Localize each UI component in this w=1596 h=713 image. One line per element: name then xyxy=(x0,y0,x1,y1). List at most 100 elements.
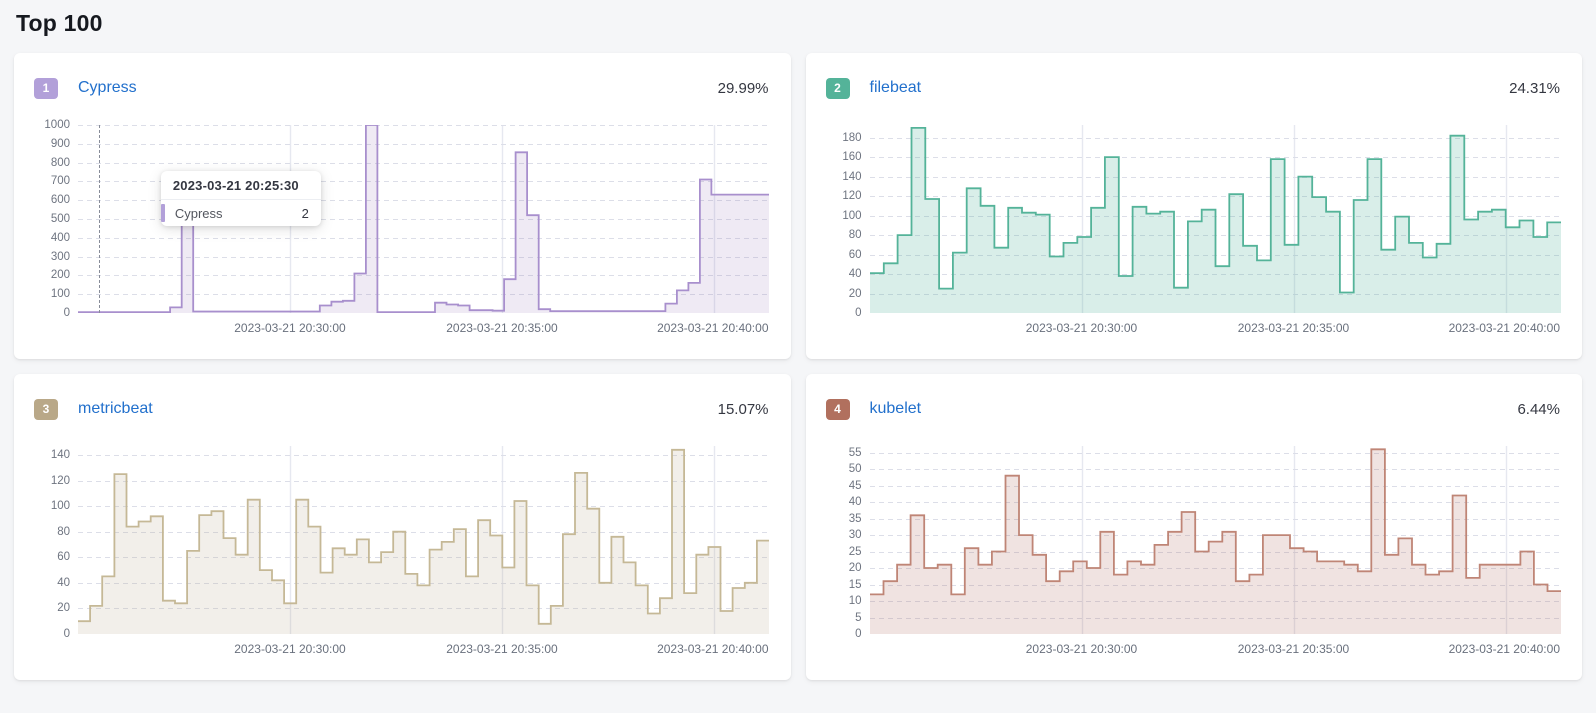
chart-plot-area[interactable] xyxy=(869,125,1561,313)
x-tick-label: 2023-03-21 20:40:00 xyxy=(1448,642,1560,656)
x-axis-labels: 2023-03-21 20:30:00 2023-03-21 20:35:00 20… xyxy=(78,634,769,660)
y-tick-label: 50 xyxy=(848,463,862,476)
y-tick-label: 60 xyxy=(57,551,70,564)
chart-plot-area[interactable]: 2023-03-21 20:25:30 Cypress 2 xyxy=(78,125,769,313)
y-tick-label: 100 xyxy=(842,209,862,222)
x-axis-labels: 2023-03-21 20:30:00 2023-03-21 20:35:00 20… xyxy=(870,313,1560,339)
area-chart-svg xyxy=(78,446,769,634)
percent-value: 6.44% xyxy=(1517,400,1560,418)
y-tick-label: 0 xyxy=(63,307,70,319)
y-tick-label: 160 xyxy=(842,151,862,164)
page-title: Top 100 xyxy=(16,10,103,36)
y-tick-label: 100 xyxy=(50,500,70,513)
x-tick-label: 2023-03-21 20:40:00 xyxy=(1448,321,1560,335)
y-tick-label: 20 xyxy=(848,287,862,300)
area-series-line xyxy=(869,448,1561,596)
x-tick-label: 2023-03-21 20:30:00 xyxy=(1025,321,1138,335)
y-tick-label: 40 xyxy=(848,496,862,509)
metric-card: 3 metricbeat 15.07% 0 20 40 60 80 100 120 140 2… xyxy=(14,374,791,680)
area-series-line xyxy=(78,125,769,313)
y-tick-label: 140 xyxy=(50,448,70,461)
tooltip-series-swatch xyxy=(160,204,165,222)
y-tick-label: 5 xyxy=(855,611,862,624)
card-header: 4 kubelet 6.44% xyxy=(825,396,1560,422)
y-tick-label: 15 xyxy=(848,578,862,591)
y-tick-label: 800 xyxy=(50,156,70,169)
metric-card: 4 kubelet 6.44% 0 5 10 15 20 25 30 35 40 45 50 55 2… xyxy=(805,374,1582,680)
x-tick-label: 2023-03-21 20:30:00 xyxy=(234,321,346,335)
y-tick-label: 600 xyxy=(50,194,70,207)
rank-badge: 1 xyxy=(34,77,58,99)
tooltip-row: Cypress 2 xyxy=(160,200,321,226)
y-tick-label: 45 xyxy=(848,479,862,492)
x-tick-label: 2023-03-21 20:40:00 xyxy=(657,642,769,656)
chart-plot-area[interactable] xyxy=(869,446,1561,634)
area-chart-svg xyxy=(869,125,1561,313)
y-tick-label: 60 xyxy=(848,248,862,261)
x-tick-label: 2023-03-21 20:40:00 xyxy=(657,321,769,335)
y-tick-label: 500 xyxy=(50,213,70,225)
y-tick-label: 30 xyxy=(848,529,862,542)
x-tick-label: 2023-03-21 20:30:00 xyxy=(1025,642,1138,656)
y-axis-labels: 0 20 40 60 80 100 120 140 160 180 xyxy=(826,125,870,319)
y-tick-label: 900 xyxy=(50,137,70,150)
y-tick-label: 120 xyxy=(50,474,70,487)
y-tick-label: 0 xyxy=(855,628,862,640)
x-tick-label: 2023-03-21 20:35:00 xyxy=(1237,642,1350,656)
y-axis-labels: 0 100 200 300 400 500 600 700 800 900 1000 xyxy=(34,119,78,319)
y-tick-label: 400 xyxy=(50,231,70,244)
area-chart-svg xyxy=(869,446,1561,634)
percent-value: 29.99% xyxy=(717,79,769,97)
cards-grid: 1 Cypress 29.99% 0 100 200 300 400 500 600 700 8… xyxy=(14,53,1582,680)
y-tick-label: 0 xyxy=(855,307,862,319)
x-tick-label: 2023-03-21 20:35:00 xyxy=(446,642,558,656)
y-tick-label: 10 xyxy=(848,595,862,608)
y-tick-label: 0 xyxy=(63,628,70,640)
x-axis-labels: 2023-03-21 20:30:00 2023-03-21 20:35:00 20… xyxy=(870,634,1560,660)
chart: 0 100 200 300 400 500 600 700 800 900 1000 2023-03… xyxy=(34,119,769,319)
chart: 0 20 40 60 80 100 120 140 160 180 xyxy=(826,125,1561,319)
y-tick-label: 80 xyxy=(848,229,862,242)
y-axis-labels: 0 20 40 60 80 100 120 140 xyxy=(34,446,78,640)
y-tick-label: 25 xyxy=(848,545,862,558)
y-tick-label: 40 xyxy=(848,268,862,281)
rank-badge: 3 xyxy=(34,398,58,420)
percent-value: 24.31% xyxy=(1509,79,1560,97)
y-tick-label: 20 xyxy=(848,562,862,575)
y-tick-label: 180 xyxy=(842,131,862,144)
y-axis-labels: 0 5 10 15 20 25 30 35 40 45 50 55 xyxy=(826,446,870,640)
tooltip-series-value: 2 xyxy=(301,205,309,221)
tooltip-timestamp: 2023-03-21 20:25:30 xyxy=(160,171,321,200)
series-link[interactable]: Cypress xyxy=(78,79,137,96)
y-tick-label: 80 xyxy=(57,525,70,538)
rank-badge: 4 xyxy=(825,398,850,420)
y-tick-label: 1000 xyxy=(44,119,70,131)
y-tick-label: 200 xyxy=(50,269,70,282)
x-tick-label: 2023-03-21 20:30:00 xyxy=(234,642,346,656)
area-series-fill xyxy=(78,449,769,634)
chart-tooltip: 2023-03-21 20:25:30 Cypress 2 xyxy=(160,171,321,226)
x-tick-label: 2023-03-21 20:35:00 xyxy=(1237,321,1350,335)
metric-card: 1 Cypress 29.99% 0 100 200 300 400 500 600 700 8… xyxy=(14,53,791,359)
area-series-line xyxy=(869,127,1561,294)
series-link[interactable]: filebeat xyxy=(869,79,922,96)
series-link[interactable]: metricbeat xyxy=(78,400,153,417)
tooltip-series-label: Cypress xyxy=(174,205,223,221)
card-header: 1 Cypress 29.99% xyxy=(34,75,769,101)
x-axis-labels: 2023-03-21 20:30:00 2023-03-21 20:35:00 20… xyxy=(78,313,769,339)
y-tick-label: 140 xyxy=(842,170,862,183)
area-series-fill xyxy=(78,125,769,313)
y-tick-label: 700 xyxy=(50,175,70,188)
y-tick-label: 100 xyxy=(50,288,70,301)
series-link[interactable]: kubelet xyxy=(869,400,922,417)
chart-plot-area[interactable] xyxy=(78,446,769,634)
card-header: 2 filebeat 24.31% xyxy=(825,75,1560,101)
metric-card: 2 filebeat 24.31% 0 20 40 60 80 100 120 140 160 1… xyxy=(805,53,1582,359)
area-series-line xyxy=(78,448,769,625)
percent-value: 15.07% xyxy=(717,400,769,418)
x-tick-label: 2023-03-21 20:35:00 xyxy=(446,321,558,335)
y-tick-label: 35 xyxy=(848,512,862,525)
chart: 0 20 40 60 80 100 120 140 xyxy=(34,446,769,640)
y-tick-label: 40 xyxy=(57,576,70,589)
y-tick-label: 120 xyxy=(842,190,862,203)
